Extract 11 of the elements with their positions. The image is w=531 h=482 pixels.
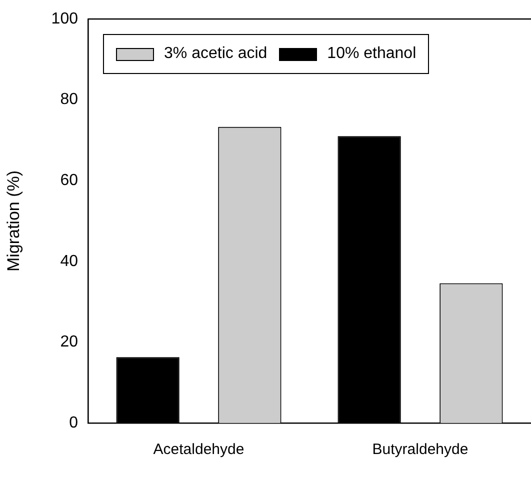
y-tick-label: 40	[60, 252, 78, 270]
x-tick-label: Acetaldehyde	[153, 441, 244, 458]
y-tick-label: 20	[60, 334, 78, 351]
y-axis-title: Migration (%)	[4, 170, 23, 272]
y-tick-label: 60	[60, 172, 78, 190]
y-tick-label: 80	[60, 91, 78, 108]
y-tick-label: 0	[69, 414, 78, 432]
x-tick-label: Butyraldehyde	[372, 441, 468, 458]
legend-label: 10% ethanol	[327, 45, 416, 63]
legend-label: 3% acetic acid	[164, 45, 268, 63]
y-tick-label: 100	[51, 10, 78, 28]
